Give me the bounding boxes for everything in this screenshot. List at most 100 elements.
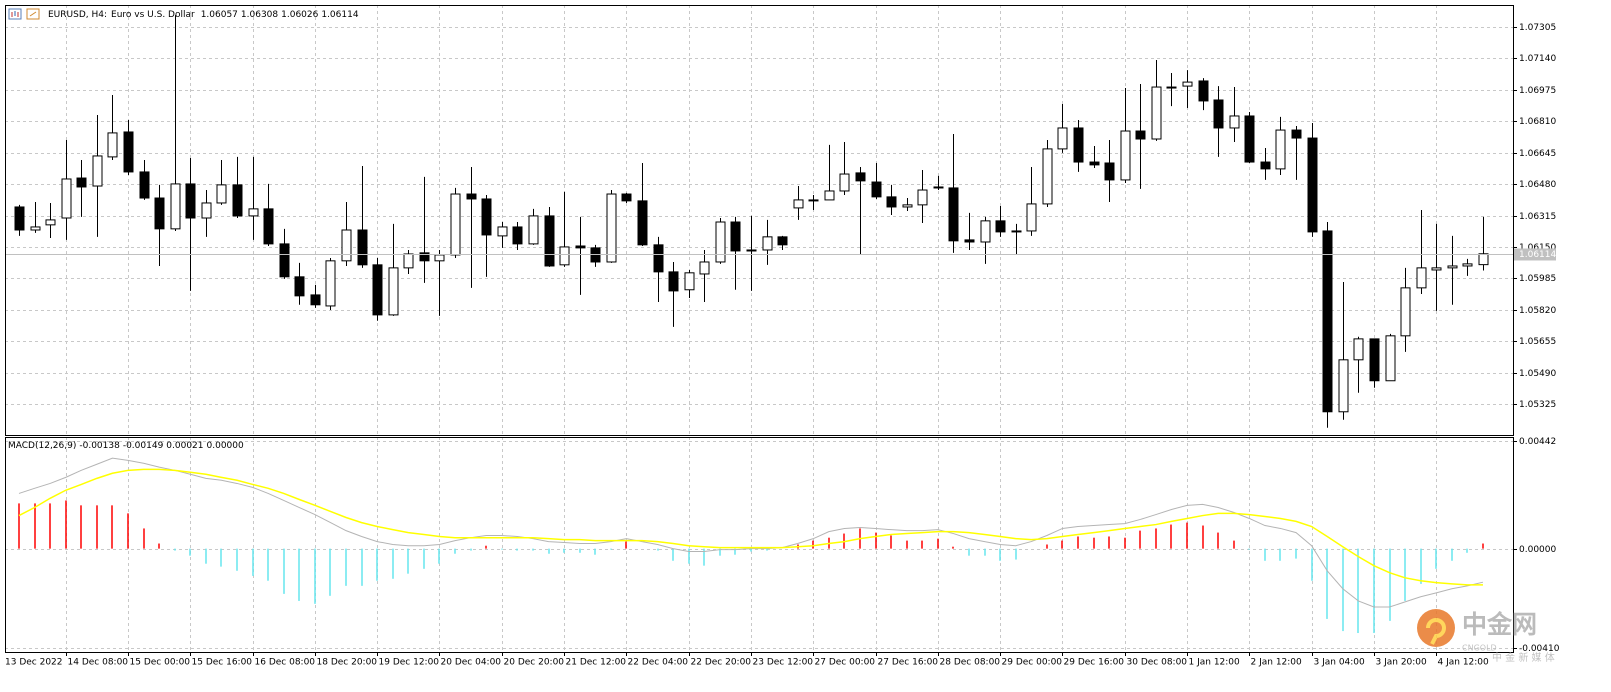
histogram-bar bbox=[548, 548, 550, 554]
histogram-bar bbox=[1451, 548, 1453, 561]
watermark-swirl bbox=[1426, 618, 1446, 645]
histogram-bar bbox=[1279, 548, 1281, 561]
y-tick-label: 1.06480 bbox=[1519, 180, 1556, 190]
macd-signal-value: -0.00149 bbox=[123, 441, 164, 451]
candle-body bbox=[1011, 230, 1022, 233]
x-tick-label: 27 Dec 16:00 bbox=[878, 658, 939, 668]
histogram-bar bbox=[18, 503, 20, 549]
histogram-bar bbox=[1093, 537, 1095, 549]
candle-body bbox=[388, 267, 399, 316]
histogram-bar bbox=[563, 548, 565, 553]
candle-body bbox=[123, 131, 134, 173]
histogram-bar bbox=[454, 548, 456, 554]
candle-body bbox=[855, 172, 866, 182]
candle-body bbox=[201, 202, 212, 219]
histogram-bar bbox=[532, 548, 534, 551]
histogram-bar bbox=[672, 548, 674, 561]
x-tick-label: 14 Dec 08:00 bbox=[68, 658, 129, 668]
histogram-bar bbox=[1482, 543, 1484, 549]
candle-body bbox=[512, 226, 523, 245]
candle-body bbox=[1244, 115, 1255, 163]
histogram-bar bbox=[657, 548, 659, 551]
candle-body bbox=[668, 271, 679, 292]
candle-body bbox=[1260, 161, 1271, 170]
y-tick-label: 1.07305 bbox=[1519, 23, 1556, 33]
histogram-bar bbox=[610, 548, 612, 550]
candle-body bbox=[1353, 338, 1364, 361]
histogram-bar bbox=[1155, 528, 1157, 549]
histogram-bar bbox=[719, 548, 721, 556]
histogram-bar bbox=[470, 548, 472, 551]
histogram-bar bbox=[1015, 548, 1017, 560]
marks-layer bbox=[5, 15, 1513, 634]
candle-body bbox=[1431, 267, 1442, 271]
candle-body bbox=[980, 220, 991, 243]
macd-extra-value: 0.00000 bbox=[207, 441, 244, 451]
candle-body bbox=[185, 183, 196, 219]
candle-body bbox=[606, 193, 617, 263]
candle-body bbox=[1478, 253, 1489, 266]
candle-body bbox=[248, 208, 259, 217]
histogram-bar bbox=[1389, 548, 1391, 621]
y-tick-label: 1.06810 bbox=[1519, 117, 1556, 127]
histogram-bar bbox=[1435, 548, 1437, 569]
y-tick-label: 0.00000 bbox=[1519, 545, 1556, 555]
watermark-site: CNGOLD bbox=[1462, 644, 1497, 653]
histogram-bar bbox=[1170, 524, 1172, 549]
histogram-bar bbox=[1311, 548, 1313, 581]
candle-body bbox=[466, 193, 477, 200]
histogram-bar bbox=[423, 548, 425, 569]
candle-body bbox=[1182, 81, 1193, 87]
histogram-bar bbox=[501, 548, 503, 550]
histogram-bar bbox=[392, 548, 394, 579]
last-price-label: 1.06114 bbox=[1519, 250, 1556, 260]
y-tick-label: 1.06975 bbox=[1519, 86, 1556, 96]
macd-title: MACD(12,26,9) bbox=[8, 441, 76, 451]
histogram-bar bbox=[361, 548, 363, 586]
symbol: EURUSD, H4: bbox=[48, 10, 107, 20]
watermark: 中金网 CNGOLD 中 金 新 媒 体 bbox=[1417, 609, 1555, 664]
y-tick-label: 1.05490 bbox=[1519, 369, 1556, 379]
candle-body bbox=[1213, 99, 1224, 129]
histogram-bar bbox=[1420, 548, 1422, 584]
candle-body bbox=[279, 243, 290, 278]
x-tick-label: 18 Dec 20:00 bbox=[317, 658, 378, 668]
histogram-bar bbox=[143, 528, 145, 549]
indicator-line bbox=[18, 468, 1483, 586]
x-tick-label: 16 Dec 08:00 bbox=[255, 658, 316, 668]
candle-body bbox=[1104, 162, 1115, 181]
candle-body bbox=[964, 239, 975, 243]
histogram-bar bbox=[1295, 548, 1297, 559]
histogram-bar bbox=[236, 548, 238, 571]
candle-body bbox=[216, 184, 227, 204]
candle-body bbox=[621, 193, 632, 202]
histogram-bar bbox=[1061, 540, 1063, 549]
candle-body bbox=[1385, 335, 1396, 382]
histogram-bar bbox=[111, 505, 113, 549]
x-tick-label: 15 Dec 00:00 bbox=[130, 658, 191, 668]
chart-header: EURUSD, H4: Euro vs U.S. Dollar 1.06057 1.0… bbox=[48, 10, 359, 20]
x-tick-label: 15 Dec 16:00 bbox=[192, 658, 253, 668]
x-tick-label: 29 Dec 16:00 bbox=[1064, 658, 1125, 668]
candle-body bbox=[1416, 267, 1427, 289]
histogram-bar bbox=[1124, 537, 1126, 549]
histogram-bar bbox=[314, 548, 316, 604]
candle-body bbox=[1057, 127, 1068, 150]
x-tick-label: 28 Dec 08:00 bbox=[940, 658, 1001, 668]
y-tick-label: 1.05655 bbox=[1519, 337, 1556, 347]
histogram-bar bbox=[1108, 536, 1110, 549]
histogram-bar bbox=[1357, 548, 1359, 634]
candle-body bbox=[325, 260, 336, 307]
x-tick-label: 27 Dec 00:00 bbox=[815, 658, 876, 668]
macd-main-value: -0.00138 bbox=[79, 441, 120, 451]
histogram-bar bbox=[952, 546, 954, 549]
x-tick-label: 3 Jan 04:00 bbox=[1314, 658, 1366, 668]
candle-body bbox=[1026, 203, 1037, 232]
candle-body bbox=[1166, 86, 1177, 89]
candle-body bbox=[637, 200, 648, 246]
watermark-slogan: 中 金 新 媒 体 bbox=[1492, 651, 1555, 664]
histogram-bar bbox=[906, 540, 908, 549]
header-close: 1.06114 bbox=[321, 10, 358, 20]
histogram-bar bbox=[937, 538, 939, 549]
candle-body bbox=[933, 186, 944, 189]
